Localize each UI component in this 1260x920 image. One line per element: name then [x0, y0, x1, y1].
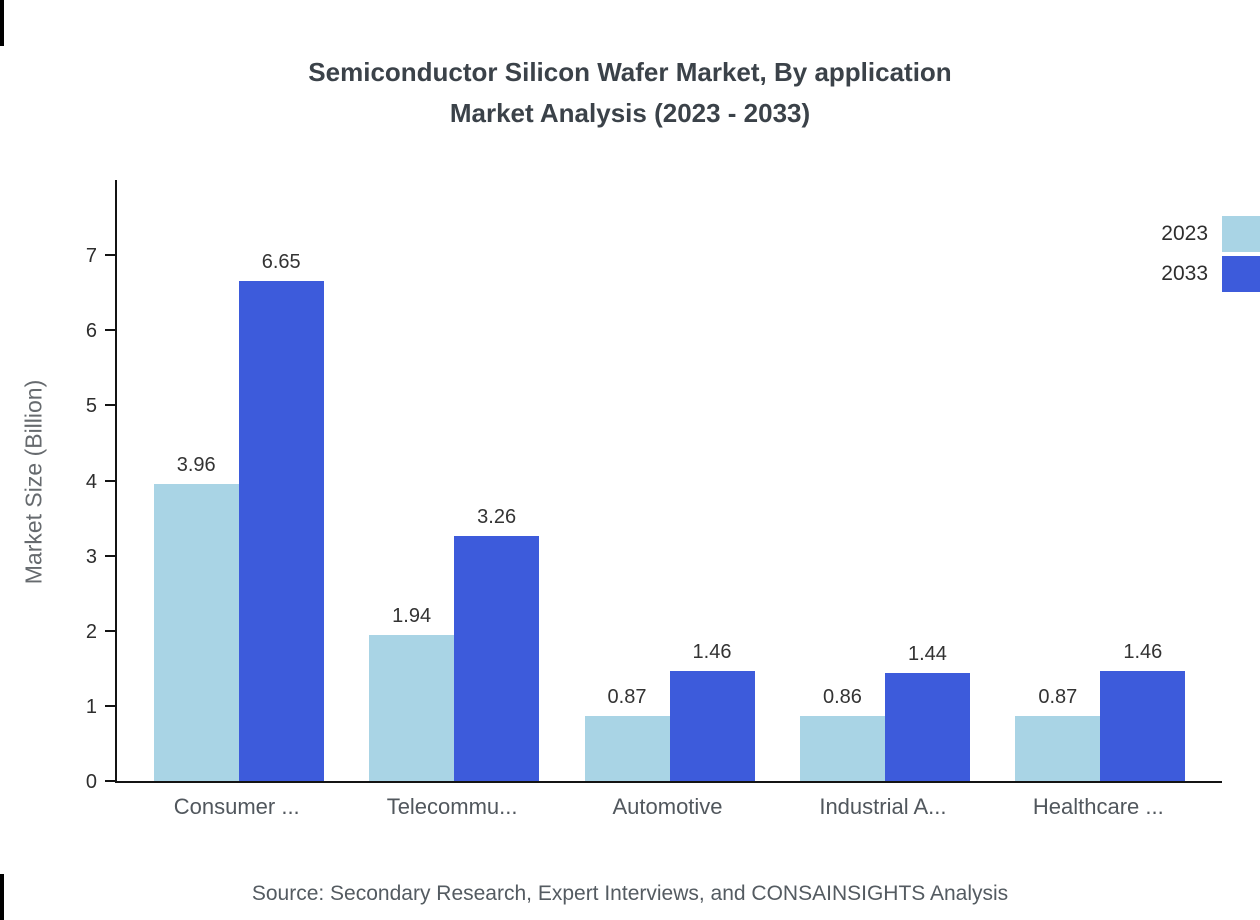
y-axis-label: Market Size (Billion) [20, 379, 47, 585]
legend-label: 2023 [1161, 222, 1208, 245]
y-tick-mark [105, 704, 115, 707]
bar-group: 0.87 1.46 [562, 641, 777, 781]
bar-2023: 0.87 [1015, 685, 1101, 781]
x-axis-label: Automotive [612, 794, 723, 819]
bar-2033: 6.65 [238, 251, 324, 781]
bar-group: 0.86 1.44 [777, 643, 992, 781]
bar-value-label: 0.86 [822, 686, 862, 709]
bar-value-label: 6.65 [261, 251, 301, 274]
bar-2023: 0.87 [584, 685, 670, 781]
bar-value-label: 1.46 [692, 641, 732, 664]
bar-value-label: 1.94 [392, 605, 432, 628]
y-tick-mark [105, 254, 115, 257]
bar-rect-2033 [884, 672, 970, 781]
bar-group: 0.87 1.46 [993, 641, 1208, 781]
y-tick-mark [105, 780, 115, 782]
y-tick-mark [105, 404, 115, 407]
x-axis-label: Healthcare ... [1032, 794, 1164, 819]
y-tick-mark [105, 479, 115, 482]
x-axis-label: Telecommu... [386, 794, 518, 819]
x-axis-label: Consumer ... [173, 794, 300, 819]
bar-rect-2033 [1100, 671, 1186, 781]
y-tick-label: 2 [85, 620, 97, 643]
legend-label: 2033 [1161, 262, 1208, 285]
bar-2023: 1.94 [369, 605, 455, 781]
bar-rect-2033 [238, 281, 324, 781]
bar-rect-2023 [369, 635, 455, 781]
y-tick-label: 6 [85, 320, 97, 343]
legend: 2023 2033 [1161, 216, 1260, 296]
x-axis-label: Industrial A... [819, 794, 947, 819]
bar-2023: 3.96 [153, 453, 239, 781]
bar-value-label: 0.87 [1038, 685, 1078, 708]
y-tick-label: 5 [85, 395, 97, 418]
y-tick-mark [105, 329, 115, 332]
bar-2033: 1.46 [669, 641, 755, 781]
screen-edge-artifact-bottom [0, 874, 4, 920]
source-note: Source: Secondary Research, Expert Inter… [251, 882, 1009, 905]
chart-title-line1: Semiconductor Silicon Wafer Market, By a… [308, 57, 952, 87]
bar-groups: 3.96 6.65 1.94 3.26 0.87 1.46 0.86 1.44 0.87 1.46 [117, 180, 1222, 781]
bar-2023: 0.86 [799, 686, 885, 781]
screen-edge-artifact-top [0, 0, 4, 46]
bar-value-label: 1.46 [1123, 641, 1163, 664]
chart-title: Semiconductor Silicon Wafer Market, By a… [0, 52, 1260, 134]
legend-swatch-2023 [1222, 216, 1260, 252]
bar-group: 1.94 3.26 [346, 506, 561, 781]
bar-value-label: 0.87 [607, 685, 647, 708]
chart-title-line2: Market Analysis (2023 - 2033) [449, 98, 811, 128]
bar-rect-2023 [584, 715, 670, 781]
x-axis-labels: Consumer ... Telecommu... Automotive Indust… [115, 794, 1220, 820]
y-tick-label: 4 [85, 470, 97, 493]
y-tick-label: 0 [85, 771, 97, 793]
plot-area: 0 1 2 3 4 5 6 7 3.96 6.65 1.94 3.26 0.87 1.46 0.86 1.4… [86, 180, 1222, 793]
y-tick-label: 1 [85, 695, 97, 718]
bar-value-label: 3.26 [477, 506, 517, 529]
y-tick-label: 7 [85, 245, 97, 268]
legend-item-2033: 2033 [1161, 256, 1260, 292]
bar-rect-2033 [454, 536, 540, 781]
legend-swatch-2033 [1222, 256, 1260, 292]
y-axis-ticks: 0 1 2 3 4 5 6 7 [86, 180, 1222, 793]
bar-group: 3.96 6.65 [131, 251, 346, 781]
bar-rect-2033 [669, 671, 755, 781]
y-tick-label: 3 [85, 545, 97, 568]
y-tick-mark [105, 554, 115, 557]
bar-value-label: 3.96 [176, 453, 216, 476]
bar-value-label: 1.44 [907, 642, 947, 665]
bar-rect-2023 [799, 716, 885, 781]
bar-2033: 3.26 [454, 506, 540, 781]
y-tick-mark [105, 629, 115, 632]
bar-2033: 1.44 [884, 642, 970, 781]
legend-item-2023: 2023 [1161, 216, 1260, 252]
bar-rect-2023 [153, 483, 239, 781]
bar-rect-2023 [1015, 715, 1101, 781]
bar-2033: 1.46 [1100, 641, 1186, 781]
